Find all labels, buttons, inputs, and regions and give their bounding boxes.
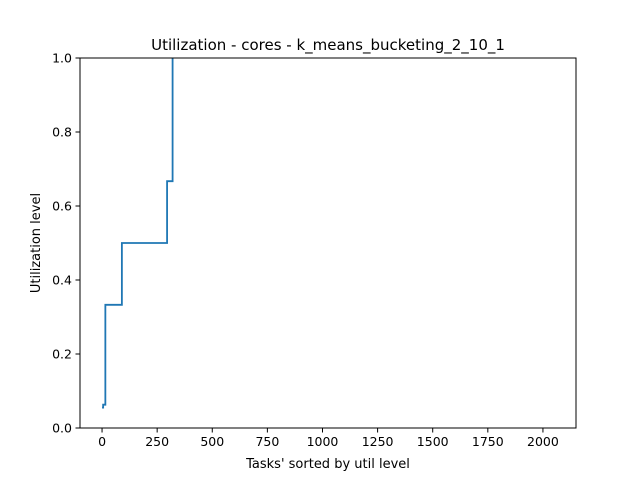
y-tick-label: 0.4 (52, 273, 72, 288)
y-tick-label: 0.6 (52, 199, 72, 214)
y-tick-label: 1.0 (52, 51, 72, 66)
x-tick-label: 500 (200, 434, 224, 449)
y-tick-label: 0.0 (52, 421, 72, 436)
plot-area (102, 58, 174, 409)
plot-frame (79, 57, 577, 429)
y-tick-label: 0.8 (52, 125, 72, 140)
x-tick-label: 0 (98, 434, 106, 449)
y-axis: 0.0 0.2 0.4 0.6 0.8 1.0 (52, 51, 80, 436)
x-tick-label: 1000 (307, 434, 339, 449)
series-line-cores (102, 58, 174, 409)
x-tick-label: 250 (145, 434, 169, 449)
x-tick-label: 1500 (417, 434, 449, 449)
chart-title: Utilization - cores - k_means_bucketing_… (151, 36, 505, 55)
x-tick-label: 750 (255, 434, 279, 449)
x-tick-label: 1250 (362, 434, 394, 449)
x-axis: 0 250 500 750 1000 1250 1500 1750 2000 (98, 428, 559, 449)
y-tick-label: 0.2 (52, 347, 72, 362)
y-axis-label: Utilization level (29, 193, 44, 293)
x-tick-label: 2000 (527, 434, 559, 449)
x-tick-label: 1750 (472, 434, 504, 449)
x-axis-label: Tasks' sorted by util level (245, 457, 410, 472)
